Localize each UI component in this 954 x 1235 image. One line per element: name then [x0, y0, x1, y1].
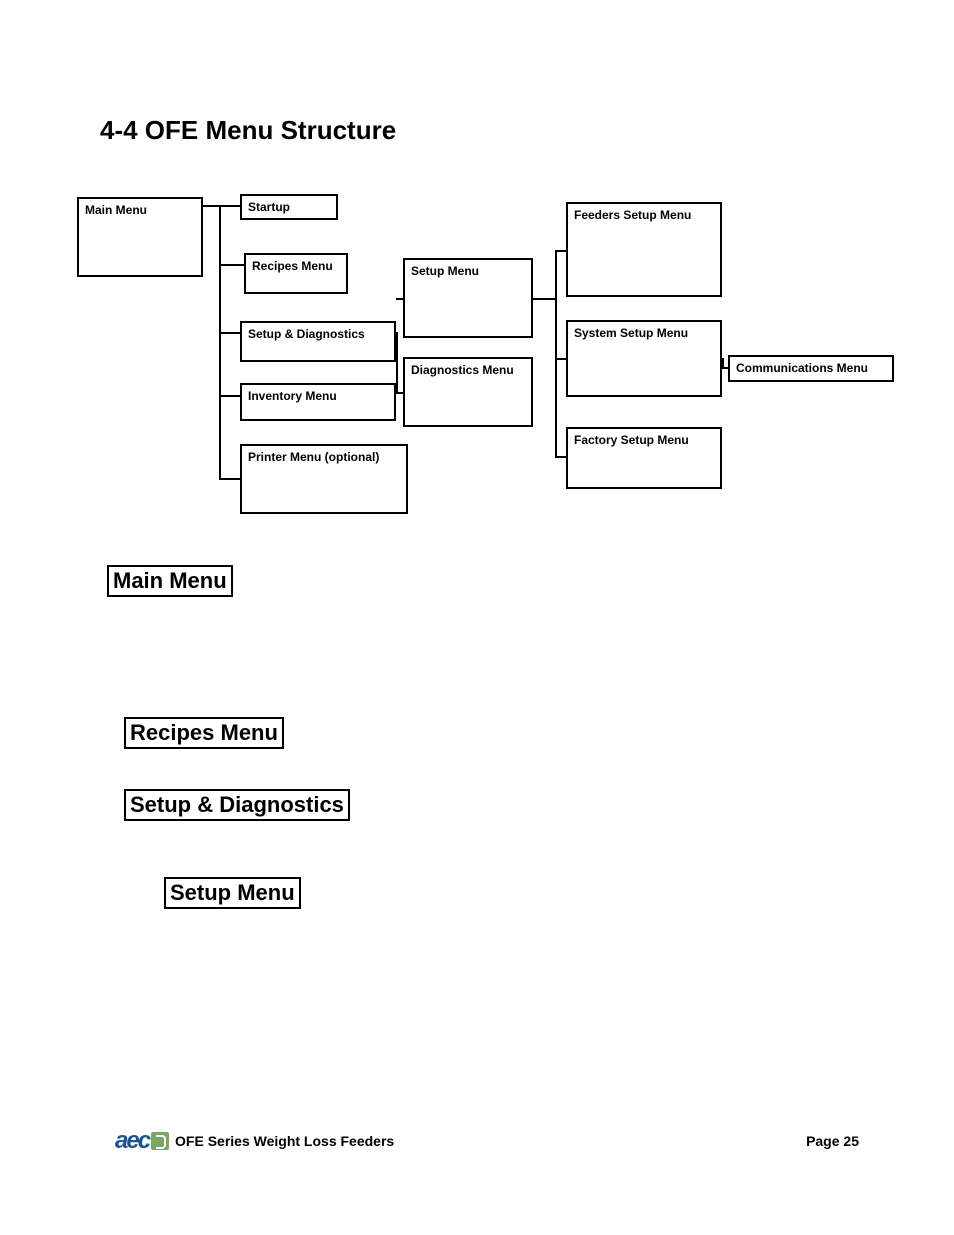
connector [533, 298, 557, 300]
connector [555, 250, 557, 458]
connector [219, 205, 221, 480]
node-factory-setup: Factory Setup Menu [566, 427, 722, 489]
logo: aec [115, 1127, 169, 1155]
footer: aec OFE Series Weight Loss Feeders Page … [115, 1127, 859, 1155]
connector [396, 332, 398, 394]
node-startup: Startup [240, 194, 338, 220]
connector [219, 395, 240, 397]
node-communications: Communications Menu [728, 355, 894, 382]
node-printer: Printer Menu (optional) [240, 444, 408, 514]
node-feeders-setup: Feeders Setup Menu [566, 202, 722, 297]
section-recipes-menu: Recipes Menu [124, 717, 284, 749]
logo-icon [151, 1132, 169, 1150]
connector [555, 358, 566, 360]
node-diagnostics-menu: Diagnostics Menu [403, 357, 533, 427]
node-recipes: Recipes Menu [244, 253, 348, 294]
connector [555, 250, 566, 252]
node-system-setup: System Setup Menu [566, 320, 722, 397]
connector [219, 264, 244, 266]
page: 4-4 OFE Menu Structure Main Menu Startup… [0, 0, 954, 1235]
connector [555, 456, 566, 458]
page-heading: 4-4 OFE Menu Structure [100, 115, 396, 146]
node-setup-diagnostics: Setup & Diagnostics [240, 321, 396, 362]
connector [219, 332, 240, 334]
footer-page-number: Page 25 [806, 1133, 859, 1149]
connector [203, 205, 240, 207]
section-setup-diagnostics: Setup & Diagnostics [124, 789, 350, 821]
node-setup-menu: Setup Menu [403, 258, 533, 338]
node-main-menu: Main Menu [77, 197, 203, 277]
section-setup-menu: Setup Menu [164, 877, 301, 909]
footer-left: aec OFE Series Weight Loss Feeders [115, 1127, 394, 1155]
section-main-menu: Main Menu [107, 565, 233, 597]
connector [722, 367, 730, 369]
footer-doc-title: OFE Series Weight Loss Feeders [175, 1133, 394, 1149]
connector [219, 478, 240, 480]
logo-text: aec [115, 1127, 149, 1155]
connector [396, 298, 403, 300]
node-inventory: Inventory Menu [240, 383, 396, 421]
